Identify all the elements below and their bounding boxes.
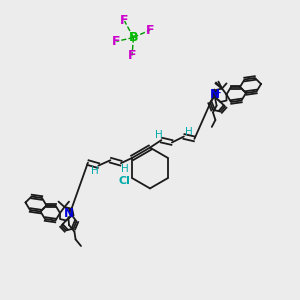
Text: H: H bbox=[91, 166, 99, 176]
Text: H: H bbox=[121, 164, 128, 174]
Text: Cl: Cl bbox=[119, 176, 131, 186]
Text: +: + bbox=[214, 88, 222, 97]
Text: F: F bbox=[146, 23, 154, 37]
Text: B: B bbox=[129, 31, 138, 44]
Text: F: F bbox=[128, 49, 136, 62]
Text: N: N bbox=[210, 88, 220, 101]
Text: N: N bbox=[63, 207, 74, 220]
Text: F: F bbox=[112, 35, 121, 48]
Text: F: F bbox=[120, 14, 129, 28]
Text: H: H bbox=[184, 127, 192, 137]
Text: H: H bbox=[154, 130, 162, 140]
